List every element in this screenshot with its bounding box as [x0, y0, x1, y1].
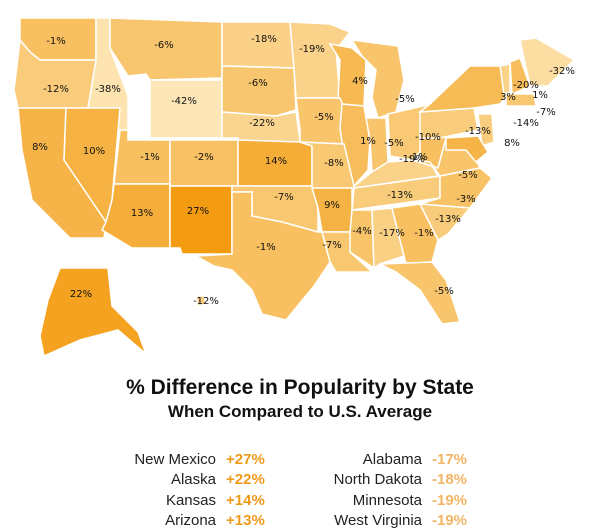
state-label-tx: -1%: [256, 242, 275, 253]
state-label-sc: -13%: [435, 214, 461, 225]
state-label-wv: -1%: [408, 152, 427, 163]
state-label-sd: -6%: [248, 78, 267, 89]
state-label-pa: -13%: [465, 126, 491, 137]
state-label-la: -7%: [322, 240, 341, 251]
state-ny: [420, 66, 508, 112]
state-label-ny: 3%: [500, 92, 516, 103]
state-label-wi: 4%: [352, 76, 368, 87]
rank-value: -19%: [432, 512, 467, 529]
rank-state-name: Arizona: [110, 512, 216, 529]
state-nd: [222, 22, 294, 68]
bottom-states-list: Alabama -17% North Dakota -18% Minnesota…: [310, 449, 467, 531]
state-nm: [170, 186, 232, 254]
rank-state-name: Alaska: [110, 471, 216, 488]
state-label-wy: -42%: [171, 96, 197, 107]
state-label-ms: -4%: [352, 226, 371, 237]
state-label-ca: 8%: [32, 142, 48, 153]
legend-title-block: % Difference in Popularity by State When…: [0, 376, 600, 422]
state-label-nj: -14%: [513, 118, 539, 129]
rank-value: -17%: [432, 451, 467, 468]
us-choropleth-map: -1% -12% -38% -6% -42% -18% -6% -22% -19% 4% -5% -5…: [0, 0, 600, 360]
state-label-nd: -18%: [251, 34, 277, 45]
state-shapes: [14, 18, 574, 356]
rank-row: Alaska +22%: [110, 470, 265, 491]
state-sd: [222, 66, 296, 116]
rank-state-name: New Mexico: [110, 451, 216, 468]
rank-value: +13%: [226, 512, 265, 529]
rank-state-name: West Virginia: [310, 512, 422, 529]
rank-state-name: North Dakota: [310, 471, 422, 488]
rank-row: North Dakota -18%: [310, 470, 467, 491]
rank-value: +27%: [226, 451, 265, 468]
state-label-tn: -13%: [387, 190, 413, 201]
rank-row: West Virginia -19%: [310, 511, 467, 531]
rank-row: New Mexico +27%: [110, 449, 265, 470]
state-label-ne: -22%: [249, 118, 275, 129]
state-label-ia: -5%: [314, 112, 333, 123]
state-me: [520, 38, 574, 86]
state-label-hi: -12%: [193, 296, 219, 307]
rank-state-name: Minnesota: [310, 492, 422, 509]
state-label-ga: -1%: [414, 228, 433, 239]
state-label-oh: -10%: [415, 132, 441, 143]
state-label-az: 13%: [131, 208, 153, 219]
rank-row: Arizona +13%: [110, 511, 265, 531]
top-states-list: New Mexico +27% Alaska +22% Kansas +14% …: [110, 449, 265, 531]
state-wy: [150, 80, 222, 138]
state-label-or: -12%: [43, 84, 69, 95]
state-label-al: -17%: [379, 228, 405, 239]
state-label-id: -38%: [95, 84, 121, 95]
state-label-nv: 10%: [83, 146, 105, 157]
state-label-ar: 9%: [324, 200, 340, 211]
state-label-il: 1%: [360, 136, 376, 147]
state-label-nc: -3%: [456, 194, 475, 205]
state-label-md: 8%: [504, 138, 520, 149]
rank-value: -18%: [432, 471, 467, 488]
state-co: [170, 140, 238, 186]
state-label-nm: 27%: [187, 206, 209, 217]
state-label-va: -5%: [458, 170, 477, 181]
state-label-mt: -6%: [154, 40, 173, 51]
rank-row: Kansas +14%: [110, 490, 265, 511]
state-label-ok: -7%: [274, 192, 293, 203]
state-label-me: -32%: [549, 66, 575, 77]
state-label-co: -2%: [194, 152, 213, 163]
rank-value: -19%: [432, 492, 467, 509]
chart-title: % Difference in Popularity by State: [0, 376, 600, 400]
rank-row: Alabama -17%: [310, 449, 467, 470]
rank-value: +22%: [226, 471, 265, 488]
rank-state-name: Kansas: [110, 492, 216, 509]
state-label-ut: -1%: [140, 152, 159, 163]
state-ak: [40, 268, 146, 356]
rank-value: +14%: [226, 492, 265, 509]
state-label-fl: -5%: [434, 286, 453, 297]
state-label-mi: -5%: [395, 94, 414, 105]
state-label-in: -5%: [384, 138, 403, 149]
state-label-ks: 14%: [265, 156, 287, 167]
state-label-wa: -1%: [46, 36, 65, 47]
state-label-ma: -7%: [536, 107, 555, 118]
state-label-mn: -19%: [299, 44, 325, 55]
rank-row: Minnesota -19%: [310, 490, 467, 511]
chart-subtitle: When Compared to U.S. Average: [0, 402, 600, 422]
state-label-ak: 22%: [70, 289, 92, 300]
rank-state-name: Alabama: [310, 451, 422, 468]
state-label-nh: 1%: [532, 90, 548, 101]
state-label-mo: -8%: [324, 158, 343, 169]
